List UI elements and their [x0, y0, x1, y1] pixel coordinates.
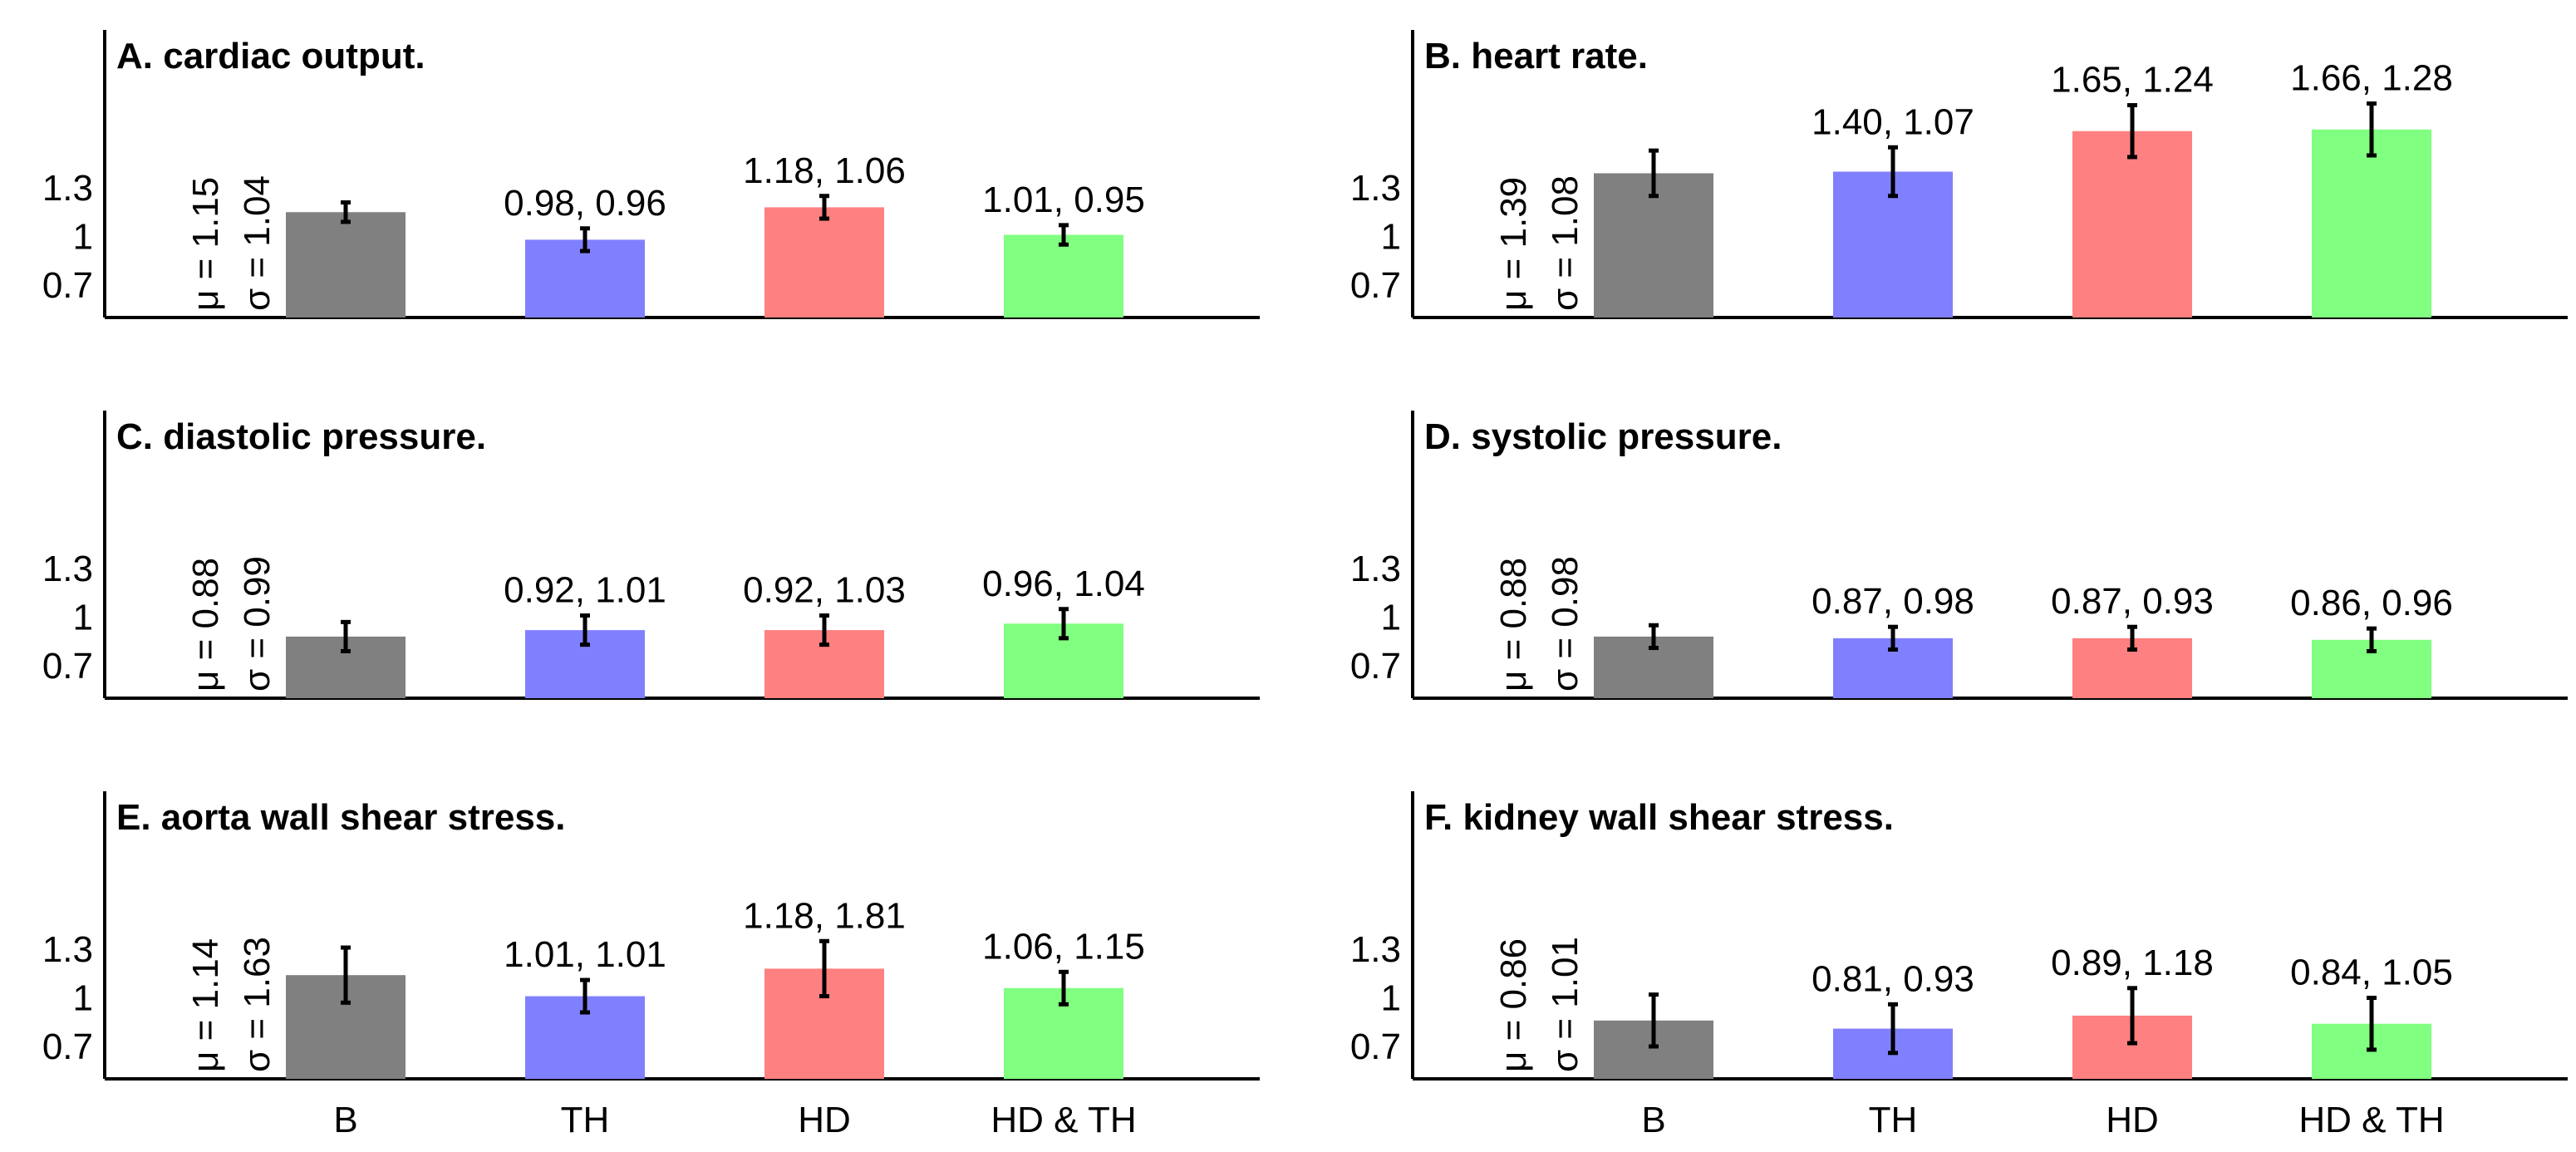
y-tick-label: 1	[73, 978, 93, 1019]
data-label: 1.40, 1.07	[1812, 101, 1974, 142]
data-label: 0.92, 1.03	[743, 570, 906, 611]
x-tick-label: TH	[561, 1100, 610, 1140]
baseline-mu-label: μ = 1.14	[185, 938, 226, 1072]
y-tick-label: 1	[73, 598, 93, 638]
panel-d: D. systolic pressure. 1.3 1 0.7 μ = 0.88 σ = …	[1350, 411, 2568, 700]
y-tick-label: 1.3	[1350, 929, 1401, 970]
y-tick-label: 0.7	[42, 265, 93, 306]
baseline-sigma-label: σ = 1.08	[1545, 175, 1585, 311]
data-label: 0.81, 0.93	[1812, 958, 1974, 999]
data-label: 0.84, 1.05	[2290, 953, 2453, 993]
bar-b	[286, 212, 406, 318]
data-label: 0.96, 1.04	[982, 564, 1145, 604]
x-tick-label: HD	[2106, 1100, 2159, 1140]
y-tick-label: 0.7	[1350, 646, 1401, 687]
y-tick-label: 1.3	[1350, 549, 1401, 589]
data-label: 0.87, 0.98	[1812, 581, 1974, 622]
y-tick-label: 1.3	[1350, 168, 1401, 209]
y-tick-label: 1	[1381, 598, 1401, 638]
bar-hd-th	[2312, 129, 2431, 318]
x-tick-label: TH	[1869, 1100, 1918, 1140]
y-tick-label: 1.3	[42, 168, 93, 209]
y-tick-label: 0.7	[42, 646, 93, 687]
data-label: 1.06, 1.15	[982, 926, 1145, 967]
panel-title: A. cardiac output.	[116, 36, 425, 76]
y-tick-label: 1.3	[42, 929, 93, 970]
x-tick-label: HD	[798, 1100, 851, 1140]
panel-f: F. kidney wall shear stress. 1.3 1 0.7 μ = 0…	[1350, 791, 2568, 1140]
baseline-mu-label: μ = 0.88	[185, 558, 226, 692]
data-label: 0.92, 1.01	[504, 570, 666, 611]
data-label: 0.87, 0.93	[2051, 581, 2214, 622]
y-tick-label: 1	[73, 217, 93, 258]
y-tick-label: 1.3	[42, 549, 93, 589]
panel-a: A. cardiac output. 1.3 1 0.7 μ = 1.15 σ = 1.0…	[42, 30, 1260, 319]
baseline-sigma-label: σ = 1.01	[1545, 937, 1585, 1072]
panel-title: E. aorta wall shear stress.	[116, 797, 566, 838]
data-label: 1.01, 0.95	[982, 180, 1145, 220]
panel-title: B. heart rate.	[1424, 36, 1648, 76]
data-label: 0.86, 0.96	[2290, 583, 2453, 623]
data-label: 0.89, 1.18	[2051, 943, 2214, 983]
panel-title: F. kidney wall shear stress.	[1424, 797, 1894, 838]
baseline-mu-label: μ = 0.88	[1493, 558, 1534, 692]
x-tick-label: B	[333, 1100, 357, 1140]
data-label: 1.66, 1.28	[2290, 58, 2453, 99]
data-label: 1.18, 1.81	[743, 895, 906, 936]
baseline-sigma-label: σ = 0.98	[1545, 556, 1585, 692]
panel-b: B. heart rate. 1.3 1 0.7 μ = 1.39 σ = 1.08 1.4…	[1350, 30, 2568, 319]
panel-c: C. diastolic pressure. 1.3 1 0.7 μ = 0.88 σ =…	[42, 411, 1260, 700]
bar-hd-th	[1004, 234, 1123, 318]
y-tick-label: 0.7	[42, 1026, 93, 1067]
panel-title: C. diastolic pressure.	[116, 416, 486, 457]
x-tick-label: B	[1641, 1100, 1665, 1140]
panel-e: E. aorta wall shear stress. 1.3 1 0.7 μ = 1.…	[42, 791, 1260, 1140]
y-tick-label: 1	[1381, 978, 1401, 1019]
panel-title: D. systolic pressure.	[1424, 416, 1782, 457]
data-label: 0.98, 0.96	[504, 183, 666, 224]
data-label: 1.65, 1.24	[2051, 60, 2214, 101]
baseline-sigma-label: σ = 0.99	[237, 556, 278, 692]
x-tick-label: HD & TH	[2298, 1100, 2444, 1140]
y-tick-label: 0.7	[1350, 1026, 1401, 1067]
y-tick-label: 0.7	[1350, 265, 1401, 306]
baseline-sigma-label: σ = 1.04	[237, 175, 278, 311]
y-tick-label: 1	[1381, 217, 1401, 258]
baseline-mu-label: μ = 1.39	[1493, 177, 1534, 311]
bar-hd	[2072, 130, 2192, 318]
bar-hd	[764, 207, 884, 318]
data-label: 1.18, 1.06	[743, 150, 906, 191]
data-label: 1.01, 1.01	[504, 934, 666, 975]
x-tick-label: HD & TH	[991, 1100, 1136, 1140]
baseline-mu-label: μ = 1.15	[185, 177, 226, 311]
baseline-mu-label: μ = 0.86	[1493, 938, 1534, 1072]
baseline-sigma-label: σ = 1.63	[237, 937, 278, 1072]
